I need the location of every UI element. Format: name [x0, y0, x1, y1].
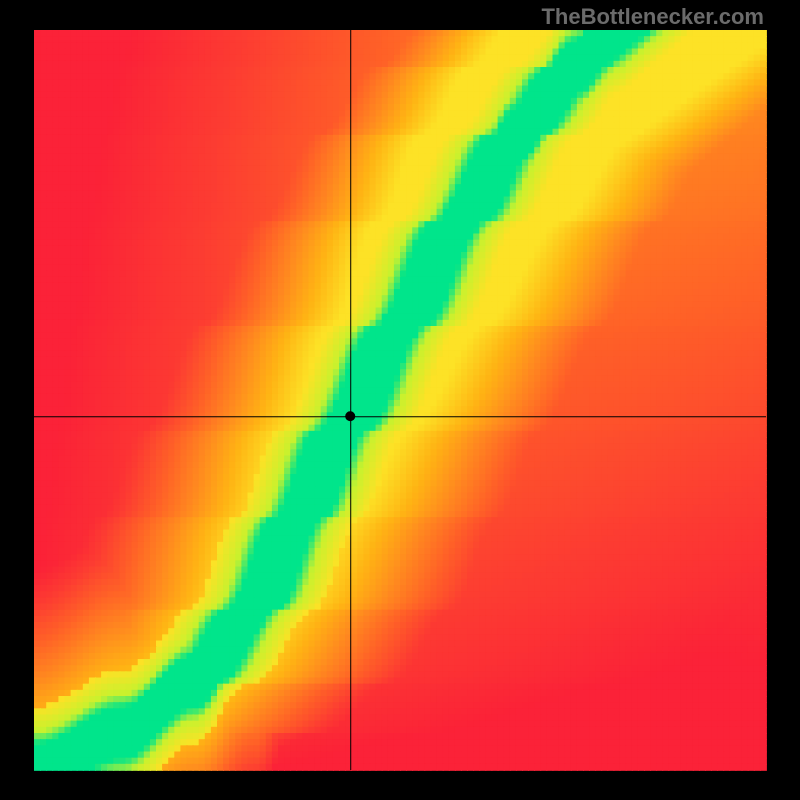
watermark-text: TheBottlenecker.com — [541, 4, 764, 30]
